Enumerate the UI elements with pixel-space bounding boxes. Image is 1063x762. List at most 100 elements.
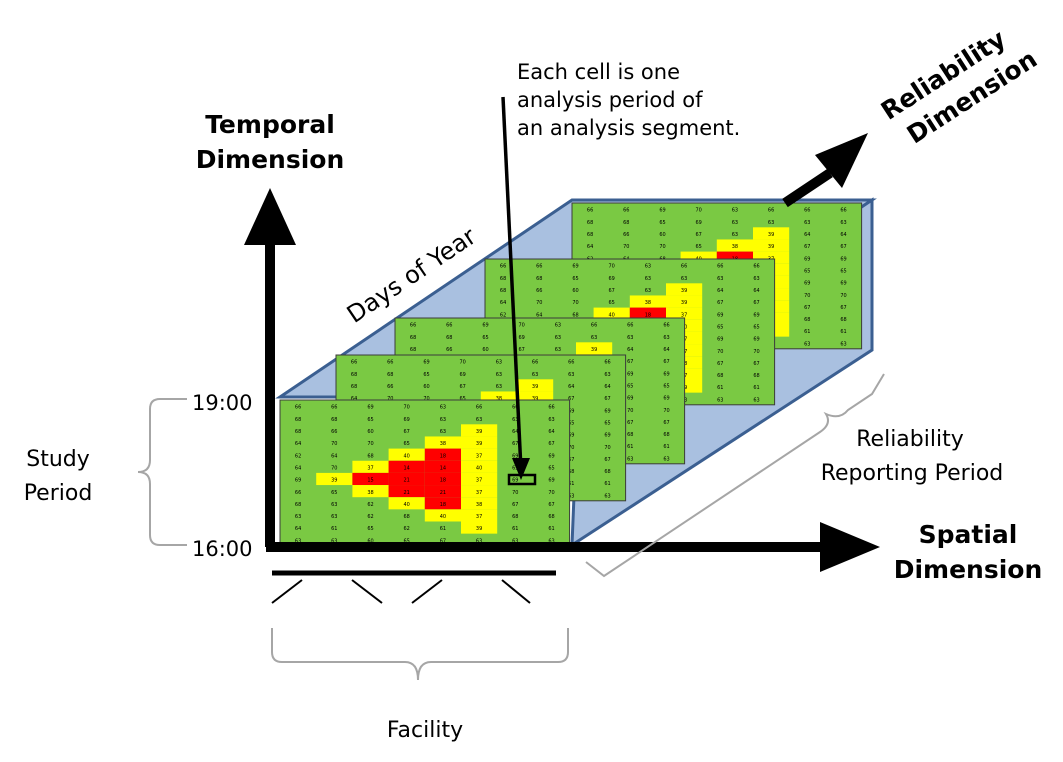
grid-cell-value: 67 [696,232,702,238]
grid-cell-value: 63 [440,429,446,435]
grid-cell-value: 67 [440,538,446,544]
grid-cell-value: 65 [840,268,846,274]
grid-cell [517,379,554,392]
grid-cell-value: 63 [331,514,337,520]
grid-cell-value: 61 [568,481,574,487]
grid-cell-value: 67 [604,396,610,402]
grid-cell-value: 70 [717,349,723,355]
grid-cell-value: 37 [476,514,482,520]
grid-cell-value: 64 [548,429,554,435]
grid-cell-value: 60 [367,538,373,544]
grid-cell-value: 65 [512,465,518,471]
grid-cell-value: 68 [500,288,506,294]
grid-cell-value: 40 [404,453,410,459]
grid-cell-value: 67 [717,300,723,306]
grid-cell-value: 66 [568,360,574,366]
grid-cell-value: 67 [548,502,554,508]
grid-cell-value: 69 [663,371,669,377]
grid-cell-value: 67 [512,441,518,447]
grid-cell-value: 67 [627,420,633,426]
grid-cell-value: 63 [753,276,759,282]
grid-cell-value: 63 [732,220,738,226]
grid-cell-value: 18 [440,502,446,508]
grid-cell-value: 63 [548,538,554,544]
grid-cell-value: 63 [627,456,633,462]
grid-cell [316,472,353,486]
grid-cell-value: 63 [331,538,337,544]
grid-cell-value: 69 [663,396,669,402]
grid-cell-value: 63 [496,360,502,366]
grid-cell-value: 63 [548,417,554,423]
grid-cell-value: 61 [512,526,518,532]
grid-cell-value: 67 [753,300,759,306]
grid-cell-value: 63 [496,384,502,390]
spatial-label-1: Spatial [919,520,1018,549]
grid-cell-value: 69 [627,371,633,377]
grid-cell-value: 38 [367,490,373,496]
grid-cell-value: 70 [548,490,554,496]
grid-cell-value: 64 [753,288,759,294]
grid-cell-value: 63 [732,208,738,214]
grid-cell-value: 15 [367,478,373,484]
grid-cell-value: 63 [440,417,446,423]
reporting-period-label-2: Reporting Period [821,461,1004,486]
spatial-label-2: Dimension [894,555,1043,584]
grid-cell-value: 69 [717,312,723,318]
reporting-period-brace [585,373,885,578]
grid-cell-value: 67 [512,502,518,508]
grid-cell [424,436,461,449]
grid-cell-value: 66 [548,405,554,411]
grid-cell-value: 65 [717,324,723,330]
grid-cell-value: 18 [440,478,446,484]
grid-cell-value: 66 [387,384,393,390]
grid-cell-value: 21 [440,490,446,496]
grid-cell [424,497,461,510]
grid-cell-value: 63 [555,335,561,341]
grid-cell [424,460,461,473]
grid-cell-value: 61 [717,385,723,391]
grid-cell-value: 39 [768,232,774,238]
grid-cell-value: 68 [548,514,554,520]
grid-cell-value: 40 [440,514,446,520]
grid-cell [461,448,498,461]
grid-cell-value: 67 [663,359,669,365]
grid-cell-value: 63 [645,288,651,294]
grid-cell-value: 61 [604,481,610,487]
grid-cell-value: 66 [410,323,416,329]
grid-cell-value: 69 [696,220,702,226]
grid-cell [388,460,425,473]
grid-cell [461,460,498,473]
grid-cell [461,485,498,498]
grid-cell-value: 67 [519,347,525,353]
grid-cell-value: 70 [804,293,810,299]
grid-cell-value: 63 [331,502,337,508]
grid-cell-value: 67 [460,384,466,390]
grid-cell-value: 70 [623,244,629,250]
ramp-4 [501,579,531,604]
grid-cell-value: 18 [645,312,651,318]
grid-cell-value: 21 [404,478,410,484]
grid-layer-front: 66 66 69 70 63 66 66 66 68 68 65 69 63 63 63 63 68 66 60 67… [279,399,571,547]
grid-cell-value: 63 [717,397,723,403]
grid-cell-value: 66 [536,288,542,294]
grid-cell-value: 38 [440,441,446,447]
grid-cell-value: 14 [404,465,410,471]
grid-cell [388,485,425,498]
grid-cell-value: 63 [295,514,301,520]
grid-cell-value: 63 [591,335,597,341]
grid-cell-value: 70 [404,405,410,411]
grid-cell-value: 67 [609,288,615,294]
grid-cell-value: 63 [804,341,810,347]
grid-cell-value: 68 [295,502,301,508]
grid-cell-value: 66 [627,323,633,329]
grid-cell-value: 66 [623,232,629,238]
grid-cell [388,497,425,510]
grid-cell-value: 63 [663,335,669,341]
grid-cell-value: 63 [568,493,574,499]
grid-cell-value: 70 [423,396,429,402]
grid-cell-value: 68 [295,429,301,435]
grid-cell-value: 65 [482,335,488,341]
grid-cell-value: 69 [804,256,810,262]
grid-cell-value: 62 [404,526,410,532]
grid-cell-value: 68 [753,373,759,379]
